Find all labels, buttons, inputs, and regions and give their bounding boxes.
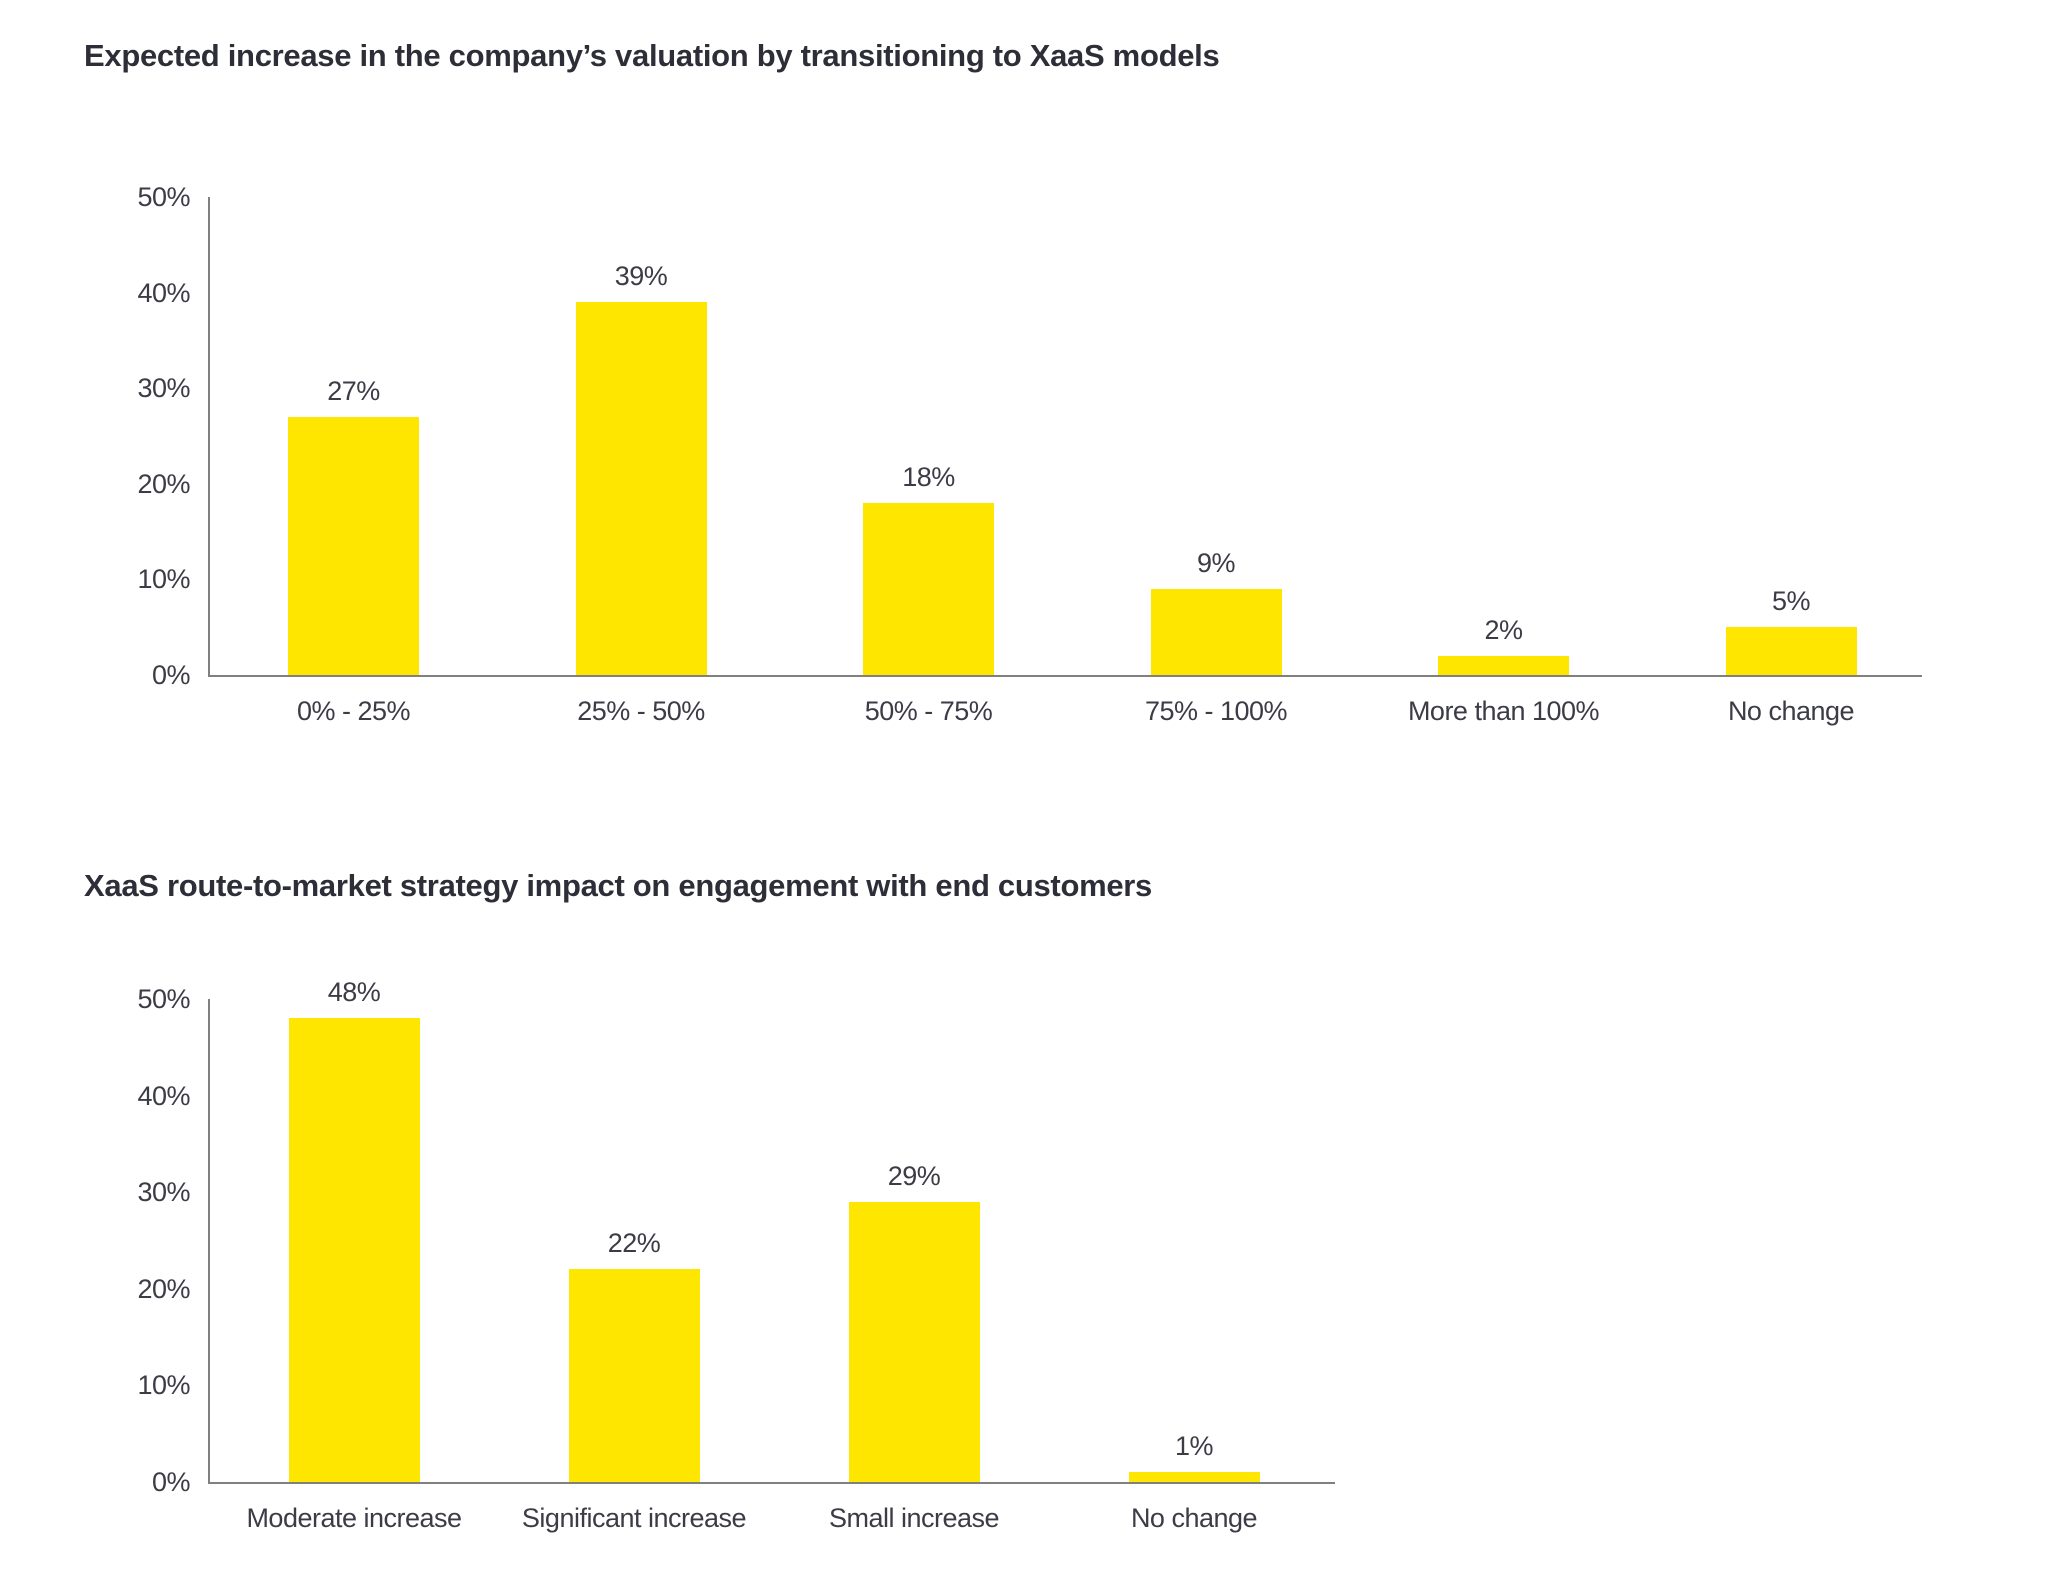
bar-moderate-increase <box>288 1018 420 1482</box>
category-label-significant-increase: Significant increase <box>521 1503 747 1533</box>
bar-75-100 <box>1150 588 1282 675</box>
value-label-no-change: 5% <box>1771 586 1811 617</box>
category-label-no-change: No change <box>1130 1503 1258 1533</box>
y-axis-tick-label: 40% <box>137 1080 190 1111</box>
y-axis-tick-label: 10% <box>137 564 190 595</box>
category-label-more-than-100: More than 100% <box>1407 696 1600 726</box>
y-axis-tick-label: 0% <box>151 660 191 690</box>
value-label-0-25: 27% <box>327 375 380 406</box>
category-label-moderate-increase: Moderate increase <box>246 1503 462 1533</box>
bar-significant-increase <box>568 1269 700 1482</box>
y-axis-tick-label: 20% <box>137 1273 190 1304</box>
y-axis-tick-label: 40% <box>137 277 190 308</box>
y-axis-tick-label: 50% <box>137 984 190 1014</box>
chart-route-to-market-plot: 0% 10% 20% 30% 40% 50% 48% Moderate increase 22%… <box>137 977 1335 1533</box>
chart-valuation-title: Expected increase in the company’s valua… <box>84 38 1220 73</box>
chart-valuation-plot: 0% 10% 20% 30% 40% 50% 27% 0% - 25% 39% 25% - 50%… <box>137 182 1922 726</box>
category-label-no-change: No change <box>1727 696 1855 726</box>
y-axis-tick-label: 0% <box>151 1467 191 1497</box>
y-axis-tick-label: 30% <box>137 373 190 404</box>
category-label-25-50: 25% - 50% <box>577 696 705 726</box>
bar-no-change <box>1128 1472 1260 1482</box>
y-axis-tick-label: 10% <box>137 1370 190 1401</box>
category-label-50-75: 50% - 75% <box>864 696 993 726</box>
bar-0-25 <box>288 416 419 675</box>
chart-route-to-market-title: XaaS route-to-market strategy impact on … <box>84 868 1152 903</box>
value-label-small-increase: 29% <box>887 1160 941 1191</box>
category-label-0-25: 0% - 25% <box>296 696 411 726</box>
bar-no-change <box>1725 627 1857 675</box>
y-axis-tick-label: 20% <box>137 468 190 499</box>
value-label-50-75: 18% <box>902 461 955 492</box>
value-label-75-100: 9% <box>1196 547 1236 578</box>
bar-25-50 <box>575 302 707 675</box>
category-label-75-100: 75% - 100% <box>1144 696 1288 726</box>
value-label-more-than-100: 2% <box>1484 614 1523 645</box>
value-label-significant-increase: 22% <box>607 1228 661 1259</box>
bar-small-increase <box>848 1201 980 1482</box>
bar-50-75 <box>863 502 994 675</box>
y-axis-tick-label: 30% <box>137 1177 190 1208</box>
category-label-small-increase: Small increase <box>828 1503 1000 1533</box>
value-label-25-50: 39% <box>614 261 668 292</box>
value-label-no-change: 1% <box>1174 1431 1214 1462</box>
y-axis-tick-label: 50% <box>137 182 190 212</box>
value-label-moderate-increase: 48% <box>327 977 381 1008</box>
bar-more-than-100 <box>1438 655 1569 675</box>
